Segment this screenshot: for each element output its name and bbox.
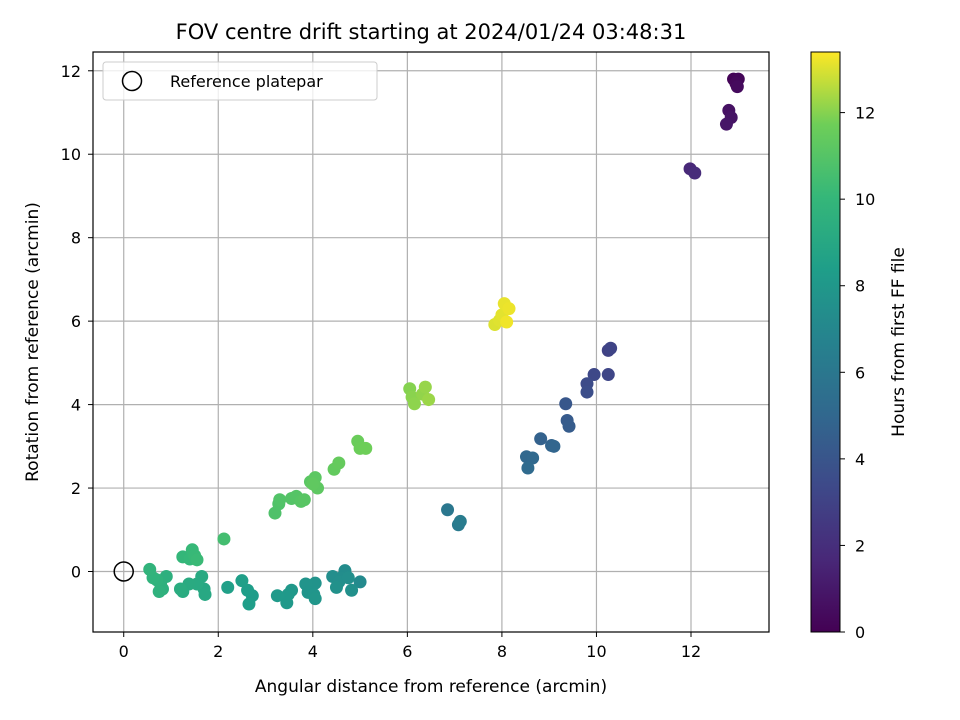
data-point — [353, 575, 367, 589]
data-point — [332, 456, 346, 470]
data-point — [407, 397, 421, 411]
colorbar-tick-label: 4 — [855, 450, 865, 469]
data-point — [521, 461, 535, 475]
x-axis-ticks: 0 2 4 6 8 10 12 — [119, 632, 701, 661]
data-point — [308, 576, 322, 590]
data-point — [604, 341, 618, 355]
colorbar-tick-label: 2 — [855, 536, 865, 555]
scatter-points — [143, 72, 745, 611]
y-tick-label: 6 — [71, 312, 81, 331]
reference-point — [113, 561, 134, 582]
colorbar-tick-label: 12 — [855, 104, 875, 123]
y-tick-label: 10 — [61, 145, 81, 164]
data-point — [345, 583, 359, 597]
data-point — [500, 315, 514, 329]
data-point — [587, 368, 601, 382]
x-tick-label: 0 — [119, 642, 129, 661]
data-point — [235, 574, 249, 588]
x-tick-label: 2 — [213, 642, 223, 661]
plot-frame — [92, 51, 770, 633]
data-point — [217, 532, 231, 546]
grid-lines — [93, 52, 769, 632]
y-tick-label: 8 — [71, 229, 81, 248]
colorbar-tick-label: 0 — [855, 623, 865, 642]
data-point — [273, 493, 287, 507]
colorbar-tick-label: 10 — [855, 190, 875, 209]
data-point — [143, 562, 157, 576]
data-point — [562, 419, 576, 433]
x-tick-label: 4 — [308, 642, 318, 661]
x-axis-label: Angular distance from reference (arcmin) — [255, 677, 607, 697]
data-point — [580, 385, 594, 399]
data-point — [359, 441, 373, 455]
data-point — [422, 393, 436, 407]
x-tick-label: 12 — [681, 642, 701, 661]
x-tick-label: 10 — [586, 642, 606, 661]
x-tick-label: 8 — [497, 642, 507, 661]
data-point — [719, 117, 733, 131]
colorbar-label: Hours from first FF file — [889, 247, 909, 437]
data-point — [730, 80, 744, 94]
legend-marker — [121, 70, 143, 92]
data-point — [559, 397, 573, 411]
y-tick-label: 12 — [61, 62, 81, 81]
data-point — [341, 571, 355, 585]
data-point — [526, 451, 540, 465]
legend-box — [102, 61, 378, 101]
data-point — [601, 368, 615, 382]
legend: Reference platepar — [102, 61, 378, 101]
data-point — [297, 493, 311, 507]
y-axis-label: Rotation from reference (arcmin) — [23, 202, 43, 482]
data-point — [441, 503, 455, 517]
colorbar-tick-label: 8 — [855, 277, 865, 296]
colorbar-ticks: 0 2 4 6 8 10 12 — [840, 104, 875, 642]
data-point — [502, 302, 516, 316]
data-point — [190, 553, 204, 567]
reference-marker — [113, 561, 134, 582]
colorbar-tick-label: 6 — [855, 363, 865, 382]
data-point — [308, 592, 322, 606]
x-tick-label: 6 — [402, 642, 412, 661]
chart-title: FOV centre drift starting at 2024/01/24 … — [176, 20, 687, 44]
data-point — [329, 580, 343, 594]
data-point — [418, 380, 432, 394]
y-tick-label: 4 — [71, 396, 81, 415]
data-point — [534, 432, 548, 446]
data-point — [306, 477, 320, 491]
y-tick-label: 2 — [71, 479, 81, 498]
data-point — [173, 582, 187, 596]
data-point — [221, 580, 235, 594]
data-point — [270, 589, 284, 603]
y-axis-ticks: 0 2 4 6 8 10 12 — [61, 62, 93, 581]
data-point — [152, 585, 166, 599]
data-point — [242, 597, 256, 611]
data-point — [198, 587, 212, 601]
colorbar-gradient — [810, 51, 841, 633]
data-point — [280, 596, 294, 610]
data-point — [547, 439, 561, 453]
data-point — [688, 166, 702, 180]
legend-label: Reference platepar — [170, 72, 323, 91]
data-point — [241, 583, 255, 597]
y-tick-label: 0 — [71, 562, 81, 581]
colorbar: 0 2 4 6 8 10 12 Hours from first FF file — [810, 51, 909, 642]
data-point — [453, 514, 467, 528]
